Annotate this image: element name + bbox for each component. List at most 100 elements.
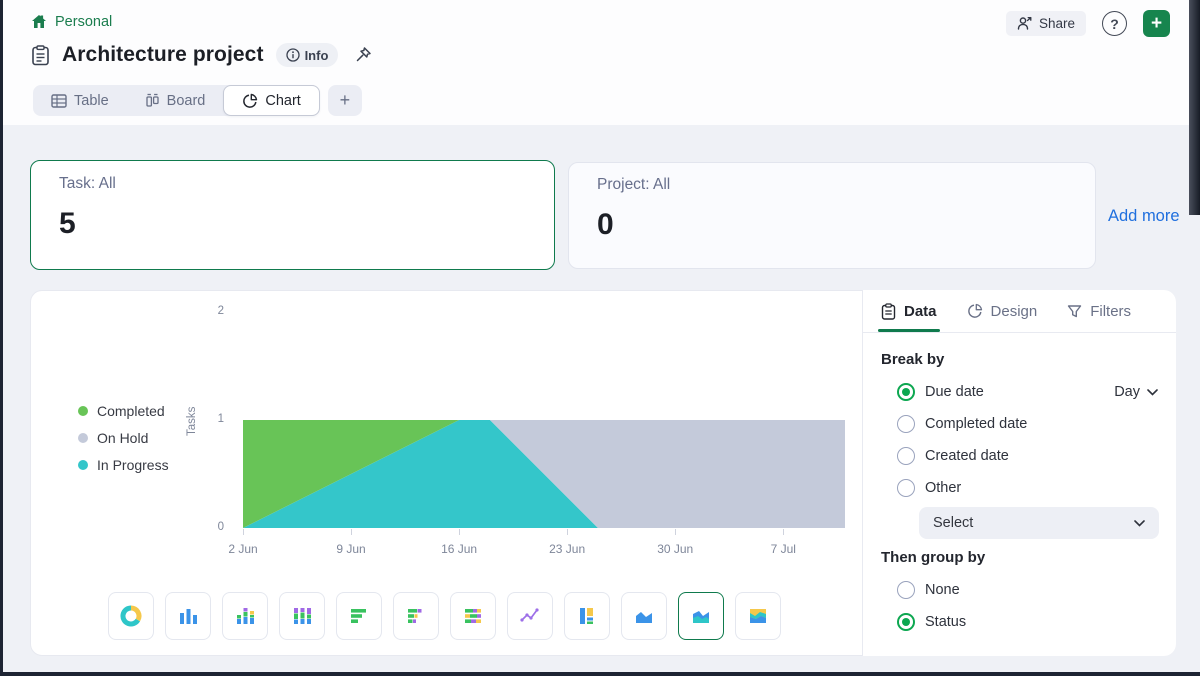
pin-icon — [357, 47, 372, 62]
radio-status[interactable] — [897, 613, 915, 631]
settings-tab-design[interactable]: Design — [967, 290, 1038, 332]
chart-type-block-chart-button[interactable] — [564, 592, 610, 640]
donut-icon — [118, 604, 144, 628]
y-axis-tick-label: 1 — [217, 413, 224, 425]
settings-tab-data[interactable]: Data — [878, 290, 940, 332]
radio-row-other[interactable]: Other — [881, 472, 1158, 504]
y-axis-tick-label: 0 — [217, 521, 224, 533]
view-tabs: Table Board Chart — [33, 85, 320, 116]
info-icon — [285, 48, 300, 62]
chart-type-donut-button[interactable] — [108, 592, 154, 640]
granularity-dropdown[interactable]: Day — [1114, 384, 1158, 400]
chart-type-horizontal-bar-button[interactable] — [336, 592, 382, 640]
radio-row-none[interactable]: None — [881, 574, 1158, 606]
add-item-button[interactable]: + — [1143, 10, 1170, 37]
table-view-icon — [51, 93, 67, 108]
chevron-down-icon — [1147, 388, 1158, 396]
chart-type-line-chart-button[interactable] — [507, 592, 553, 640]
pin-button[interactable] — [350, 42, 376, 68]
stat-card-tasks[interactable]: Task: All 5 — [30, 160, 555, 270]
stat-card-projects[interactable]: Project: All 0 — [568, 162, 1096, 269]
radio-created-date[interactable] — [897, 447, 915, 465]
bar-chart-icon — [175, 604, 201, 628]
area-series-on-hold — [243, 420, 845, 528]
breadcrumb[interactable]: Personal — [31, 14, 112, 30]
legend-label: Completed — [97, 402, 165, 419]
radio-row-completed-date[interactable]: Completed date — [881, 408, 1158, 440]
x-axis-tick — [459, 529, 461, 535]
window-edge-left — [0, 0, 3, 676]
share-button[interactable]: Share — [1005, 11, 1086, 36]
header: Personal Architecture project Info Share… — [3, 0, 1190, 125]
x-axis-tick-label: 16 Jun — [441, 542, 478, 556]
chart-type-horizontal-stacked-bar-100-button[interactable] — [450, 592, 496, 640]
radio-completed-date[interactable] — [897, 415, 915, 433]
stat-card-label: Project: All — [597, 176, 671, 193]
settings-tabs: Data Design Filters — [863, 290, 1176, 333]
radio-other[interactable] — [897, 479, 915, 497]
chart-view-icon — [242, 93, 258, 109]
area-chart-icon — [631, 604, 657, 628]
page-title: Architecture project — [62, 43, 264, 66]
stat-card-label: Task: All — [59, 175, 116, 192]
share-person-icon — [1017, 16, 1032, 30]
chart-legend: Completed On Hold In Progress — [78, 397, 169, 478]
help-button[interactable]: ? — [1102, 11, 1127, 36]
y-axis-tick-label: 2 — [217, 305, 224, 317]
info-button[interactable]: Info — [275, 43, 339, 67]
chart-type-stacked-area-button[interactable] — [678, 592, 724, 640]
chart-type-bar-chart-button[interactable] — [165, 592, 211, 640]
stat-card-value: 5 — [59, 207, 76, 240]
home-icon — [31, 14, 47, 30]
legend-label: In Progress — [97, 456, 169, 473]
legend-item: In Progress — [78, 451, 169, 478]
add-more-link[interactable]: Add more — [1108, 207, 1180, 225]
settings-tab-label: Design — [990, 302, 1038, 320]
view-tab-chart[interactable]: Chart — [223, 85, 320, 116]
stacked-bar-icon — [232, 604, 258, 628]
legend-swatch — [78, 459, 88, 470]
x-axis-tick-label: 23 Jun — [549, 542, 586, 556]
radio-row-created-date[interactable]: Created date — [881, 440, 1158, 472]
x-axis-tick — [675, 529, 677, 535]
chart-type-stacked-bar-button[interactable] — [222, 592, 268, 640]
horizontal-stacked-bar-100-icon — [460, 604, 486, 628]
stacked-bar-100-icon — [289, 604, 315, 628]
block-chart-icon — [574, 604, 600, 628]
x-axis-tick — [243, 529, 244, 535]
radio-row-status[interactable]: Status — [881, 606, 1158, 638]
view-tab-table[interactable]: Table — [33, 85, 127, 116]
add-view-button[interactable]: + — [327, 85, 362, 116]
view-tab-board[interactable]: Board — [127, 85, 224, 116]
stacked-area-chart — [243, 420, 845, 528]
stacked-area-icon — [688, 604, 714, 628]
other-select-dropdown[interactable]: Select — [919, 507, 1159, 539]
filters-tab-icon — [1067, 304, 1082, 319]
data-tab-icon — [881, 302, 896, 320]
radio-none[interactable] — [897, 581, 915, 599]
x-axis-tick — [351, 529, 353, 535]
line-chart-icon — [517, 604, 543, 628]
legend-item: Completed — [78, 397, 169, 424]
chart-type-horizontal-stacked-bar-button[interactable] — [393, 592, 439, 640]
settings-tab-label: Filters — [1090, 302, 1132, 320]
legend-swatch — [78, 405, 88, 416]
x-axis-tick-label: 7 Jul — [770, 542, 796, 556]
settings-tab-filters[interactable]: Filters — [1067, 290, 1131, 332]
x-axis-tick-label: 30 Jun — [657, 542, 694, 556]
workspace-name[interactable]: Personal — [55, 14, 113, 30]
stacked-area-100-icon — [745, 604, 771, 628]
radio-row-due-date[interactable]: Due date Day — [881, 376, 1158, 408]
chart-type-stacked-bar-100-button[interactable] — [279, 592, 325, 640]
board-view-icon — [145, 93, 160, 108]
area-series-completed — [243, 420, 845, 528]
radio-due-date[interactable] — [897, 383, 915, 401]
x-axis-tick-label: 2 Jun — [228, 542, 258, 556]
chart-type-area-chart-button[interactable] — [621, 592, 667, 640]
view-tab-label: Table — [74, 92, 109, 109]
stat-card-value: 0 — [597, 208, 614, 241]
window-edge-bottom — [0, 672, 1200, 676]
chart-type-stacked-area-100-button[interactable] — [735, 592, 781, 640]
window-edge-right — [1189, 0, 1200, 215]
